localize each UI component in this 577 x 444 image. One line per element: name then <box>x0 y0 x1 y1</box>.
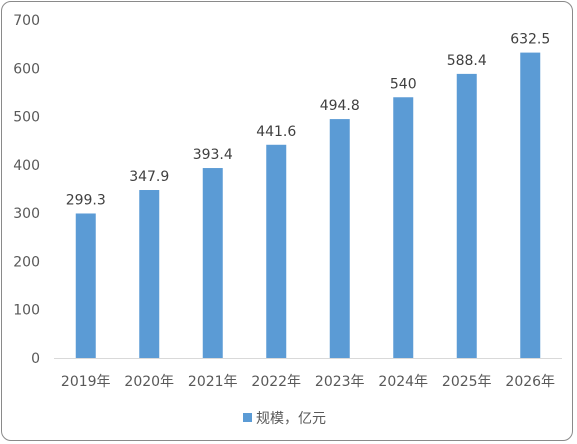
bar <box>139 190 160 358</box>
y-tick-label: 300 <box>13 206 40 222</box>
x-tick-label: 2025年 <box>442 374 492 390</box>
data-label: 588.4 <box>447 53 487 69</box>
bar <box>266 144 287 358</box>
y-tick-label: 500 <box>13 110 40 126</box>
bar <box>520 52 541 358</box>
legend-swatch <box>243 413 252 422</box>
y-tick-label: 200 <box>13 254 40 270</box>
x-tick-label: 2024年 <box>378 374 428 390</box>
x-axis-ticks: 2019年 2020年 2021年 2022年 2023年 2024年 2025年 2026年 <box>61 374 555 390</box>
bar <box>393 97 414 358</box>
y-tick-label: 600 <box>13 61 40 77</box>
x-tick-label: 2026年 <box>505 374 555 390</box>
legend: 规模，亿元 <box>243 411 326 427</box>
x-tick-label: 2021年 <box>188 374 238 390</box>
data-label: 494.8 <box>320 98 360 114</box>
bar <box>75 213 96 358</box>
data-label: 299.3 <box>66 192 106 208</box>
x-tick-label: 2023年 <box>315 374 365 390</box>
bar <box>456 73 477 359</box>
x-tick-label: 2022年 <box>251 374 301 390</box>
data-label: 632.5 <box>510 32 550 48</box>
y-tick-label: 700 <box>13 13 40 29</box>
data-label: 347.9 <box>129 169 169 185</box>
y-tick-label: 400 <box>13 158 40 174</box>
x-tick-label: 2019年 <box>61 374 111 390</box>
x-tick-label: 2020年 <box>124 374 174 390</box>
bars <box>75 52 541 359</box>
y-tick-label: 100 <box>13 303 40 319</box>
data-label: 393.4 <box>193 147 233 163</box>
legend-label: 规模，亿元 <box>256 411 326 427</box>
y-tick-label: 0 <box>31 351 40 367</box>
bar <box>329 119 350 359</box>
data-label: 540 <box>390 76 417 92</box>
data-label: 441.6 <box>256 124 296 140</box>
y-axis-ticks: 0 100 200 300 400 500 600 700 <box>13 13 40 367</box>
data-labels: 299.3 347.9 393.4 441.6 494.8 540 588.4 632.5 <box>66 32 551 209</box>
bar <box>202 168 223 358</box>
